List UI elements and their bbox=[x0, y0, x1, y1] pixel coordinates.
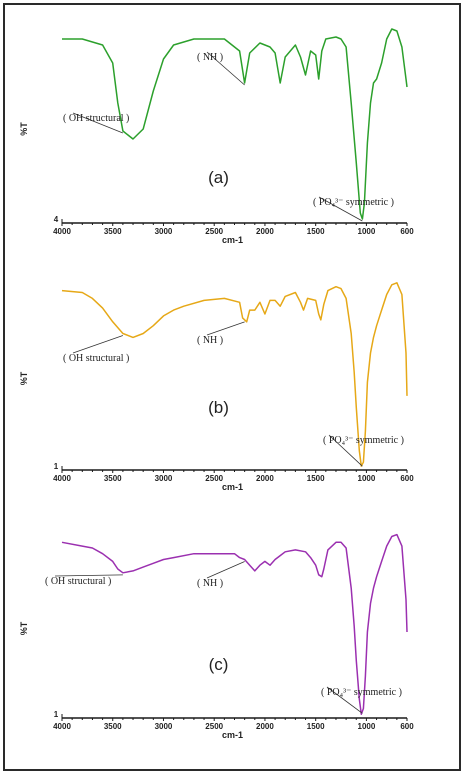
x-tick-label: 2500 bbox=[205, 474, 223, 483]
peak-annotation: ( PO₄³⁻ symmetric ) bbox=[313, 197, 394, 208]
x-tick-label: 1500 bbox=[307, 227, 325, 236]
x-tick-label: 3000 bbox=[155, 722, 173, 731]
y-axis-label: %T bbox=[19, 122, 29, 136]
x-tick-label: 2000 bbox=[256, 474, 274, 483]
x-tick-label: 3500 bbox=[104, 474, 122, 483]
annotation-leader bbox=[318, 196, 363, 222]
x-tick-label: 1000 bbox=[358, 227, 376, 236]
annotation-leader bbox=[206, 561, 245, 579]
x-tick-label: 2500 bbox=[205, 722, 223, 731]
x-tick-label: 2000 bbox=[256, 722, 274, 731]
y-min-tick-label: 1 bbox=[54, 710, 59, 719]
peak-annotation: ( NH ) bbox=[197, 578, 223, 589]
spectrum-line bbox=[61, 533, 408, 715]
x-axis-label: cm-1 bbox=[222, 482, 243, 492]
x-tick-label: 4000 bbox=[53, 722, 71, 731]
x-tick-label: 2000 bbox=[256, 227, 274, 236]
spectrum-line bbox=[61, 282, 408, 467]
x-tick-label: 3500 bbox=[104, 722, 122, 731]
peak-annotation: ( PO₄³⁻ symmetric ) bbox=[321, 687, 402, 698]
x-axis-label: cm-1 bbox=[222, 235, 243, 245]
x-tick-label: 4000 bbox=[53, 227, 71, 236]
x-tick-label: 4000 bbox=[53, 474, 71, 483]
peak-annotation: ( OH structural ) bbox=[63, 113, 129, 124]
panel-label: (a) bbox=[208, 168, 229, 187]
y-axis-label: %T bbox=[19, 621, 29, 635]
y-axis-label: %T bbox=[19, 371, 29, 385]
x-tick-label: 1000 bbox=[358, 722, 376, 731]
x-tick-label: 600 bbox=[400, 722, 414, 731]
spectrum-line bbox=[62, 28, 408, 220]
x-tick-label: 1000 bbox=[358, 474, 376, 483]
figure-frame: 4 %T 4000 3500 3000 2500 2000 1500 1000 600 cm-1 (a… bbox=[3, 3, 461, 771]
peak-annotation: ( PO₄³⁻ symmetric ) bbox=[323, 435, 404, 446]
x-tick-label: 3000 bbox=[155, 227, 173, 236]
annotation-leader bbox=[206, 51, 245, 86]
x-tick-label: 1500 bbox=[307, 474, 325, 483]
annotation-leader bbox=[326, 686, 363, 714]
panel-label: (b) bbox=[208, 398, 229, 417]
x-tick-label: 600 bbox=[400, 227, 414, 236]
annotation-leader bbox=[72, 335, 124, 354]
x-tick-label: 600 bbox=[400, 474, 414, 483]
annotation-leader bbox=[328, 434, 363, 467]
annotation-leader bbox=[72, 112, 124, 134]
y-min-tick-label: 1 bbox=[54, 462, 59, 471]
peak-annotation: ( OH structural ) bbox=[63, 353, 129, 364]
peak-annotation: ( NH ) bbox=[197, 52, 223, 63]
x-tick-label: 2500 bbox=[205, 227, 223, 236]
x-tick-label: 3500 bbox=[104, 227, 122, 236]
ftir-spectra-figure: 4 %T 4000 3500 3000 2500 2000 1500 1000 600 cm-1 (a… bbox=[19, 28, 414, 740]
x-tick-label: 3000 bbox=[155, 474, 173, 483]
annotation-leader bbox=[206, 321, 245, 336]
annotation-leader bbox=[54, 574, 123, 577]
x-axis-label: cm-1 bbox=[222, 730, 243, 740]
peak-annotation: ( OH structural ) bbox=[45, 576, 111, 587]
peak-annotation: ( NH ) bbox=[197, 335, 223, 346]
x-tick-label: 1500 bbox=[307, 722, 325, 731]
y-min-tick-label: 4 bbox=[54, 215, 59, 224]
panel-label: (c) bbox=[209, 655, 229, 674]
